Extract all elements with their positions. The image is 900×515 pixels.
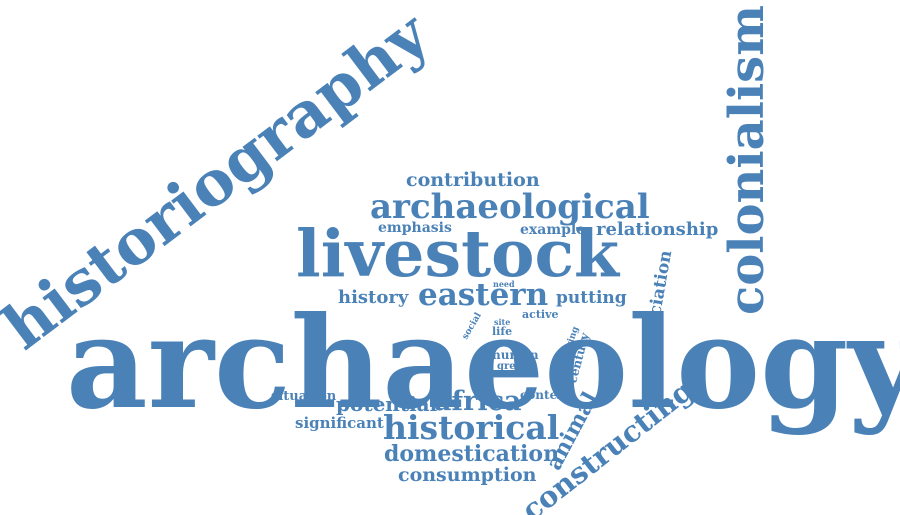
word-life: life <box>492 325 513 338</box>
word-history: history <box>338 287 409 308</box>
word-example: example <box>520 222 586 238</box>
word-livestock: livestock <box>296 216 620 292</box>
word-significant: significant <box>295 414 384 432</box>
word-archaeological: archaeological <box>370 187 650 227</box>
word-active: active <box>522 308 559 321</box>
word-contribution: contribution <box>406 169 540 191</box>
word-africa: africa <box>434 386 522 417</box>
word-putting: putting <box>556 288 627 308</box>
word-potential: potential <box>336 392 438 416</box>
word-site: site <box>494 317 511 327</box>
word-situation: situation <box>271 389 337 404</box>
word-relationship: relationship <box>596 219 719 240</box>
word-domestication: domestication <box>384 441 560 467</box>
word-colonialism: colonialism <box>719 4 776 316</box>
word-historical: historical <box>383 408 560 447</box>
word-archaeology: archaeology <box>66 289 900 437</box>
word-great: great <box>497 361 527 372</box>
word-eastern: eastern <box>418 277 549 313</box>
word-emphasis: emphasis <box>378 220 452 236</box>
word-context: context <box>520 388 570 402</box>
word-need: need <box>493 279 515 289</box>
word-consumption: consumption <box>398 464 537 486</box>
word-human: human <box>492 348 539 362</box>
